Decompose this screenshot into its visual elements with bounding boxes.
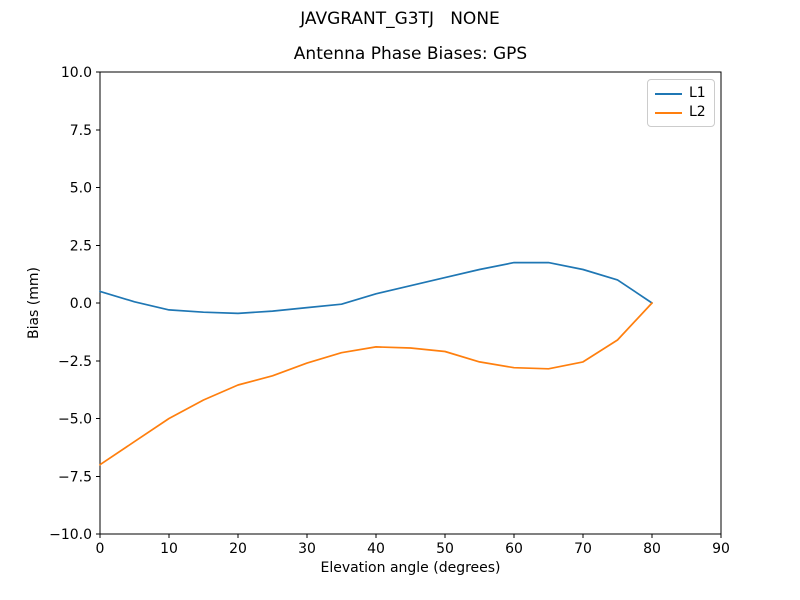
y-tick-label: 5.0 bbox=[70, 181, 92, 197]
x-tick-label: 10 bbox=[160, 541, 178, 557]
l2-line-swatch bbox=[655, 111, 682, 114]
l1-line-swatch bbox=[655, 92, 682, 95]
axes-frame bbox=[99, 71, 722, 535]
legend: L1 L2 bbox=[647, 79, 715, 127]
x-tick-label: 50 bbox=[436, 541, 454, 557]
y-tick-label: −10.0 bbox=[49, 527, 92, 543]
y-tick-label: 7.5 bbox=[70, 123, 92, 139]
x-tick-label: 90 bbox=[712, 541, 730, 557]
x-tick-label: 40 bbox=[367, 541, 385, 557]
x-tick-label: 30 bbox=[298, 541, 316, 557]
legend-label-l2: L2 bbox=[689, 104, 706, 120]
x-tick-label: 80 bbox=[643, 541, 661, 557]
axes-title: Antenna Phase Biases: GPS bbox=[293, 44, 528, 64]
x-tick-label: 0 bbox=[96, 541, 105, 557]
legend-item-l1: L1 bbox=[655, 84, 706, 103]
x-tick-label: 20 bbox=[229, 541, 247, 557]
x-tick-label: 70 bbox=[574, 541, 592, 557]
y-tick-label: −5.0 bbox=[58, 412, 92, 428]
y-tick-label: 10.0 bbox=[61, 65, 92, 81]
y-tick-label: −2.5 bbox=[58, 354, 92, 370]
legend-item-l2: L2 bbox=[655, 103, 706, 122]
series-line-l1 bbox=[99, 261, 653, 315]
x-axis-label: Elevation angle (degrees) bbox=[320, 560, 501, 576]
y-axis-label: Bias (mm) bbox=[26, 266, 42, 340]
y-tick-label: 2.5 bbox=[70, 238, 92, 254]
series-line-l2 bbox=[99, 302, 653, 466]
figure-title: JAVGRANT_G3TJ NONE bbox=[300, 9, 500, 29]
y-tick-label: −7.5 bbox=[58, 469, 92, 485]
y-tick-label: 0.0 bbox=[70, 296, 92, 312]
x-tick-label: 60 bbox=[505, 541, 523, 557]
legend-label-l1: L1 bbox=[689, 85, 706, 101]
